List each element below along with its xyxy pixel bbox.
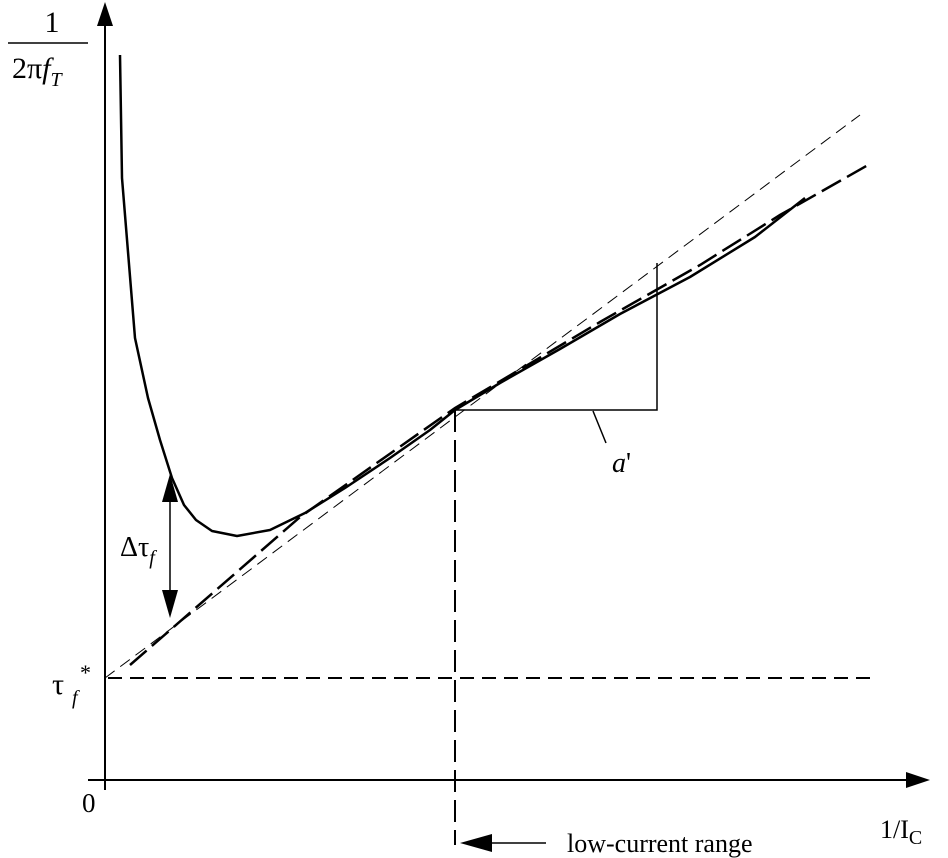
intercept-label: τ <box>52 668 64 701</box>
x-axis-arrowhead <box>906 772 930 788</box>
origin-label: 0 <box>82 788 96 818</box>
slope-triangle <box>455 263 658 411</box>
x-axis-label: 1/IC <box>880 815 922 849</box>
intercept-label-sub: f <box>72 687 80 709</box>
slope-label: a' <box>612 448 631 479</box>
measured-curve <box>118 54 806 538</box>
delta-tau-arrow-up <box>162 474 178 502</box>
y-label-numerator: 1 <box>45 6 60 39</box>
delta-tau-label: Δτf <box>120 532 157 569</box>
intercept-label-sup: * <box>80 660 91 685</box>
y-label-denominator: 2πfT <box>12 52 64 91</box>
y-axis-arrowhead <box>97 2 113 26</box>
tangent-thick-dashed <box>129 163 869 666</box>
range-label: low-current range <box>567 829 753 858</box>
asymptote-thin-dashed <box>104 114 861 679</box>
slope-leader-line <box>592 410 607 444</box>
range-arrow-head <box>460 834 492 852</box>
delta-tau-arrow-down <box>162 590 178 618</box>
